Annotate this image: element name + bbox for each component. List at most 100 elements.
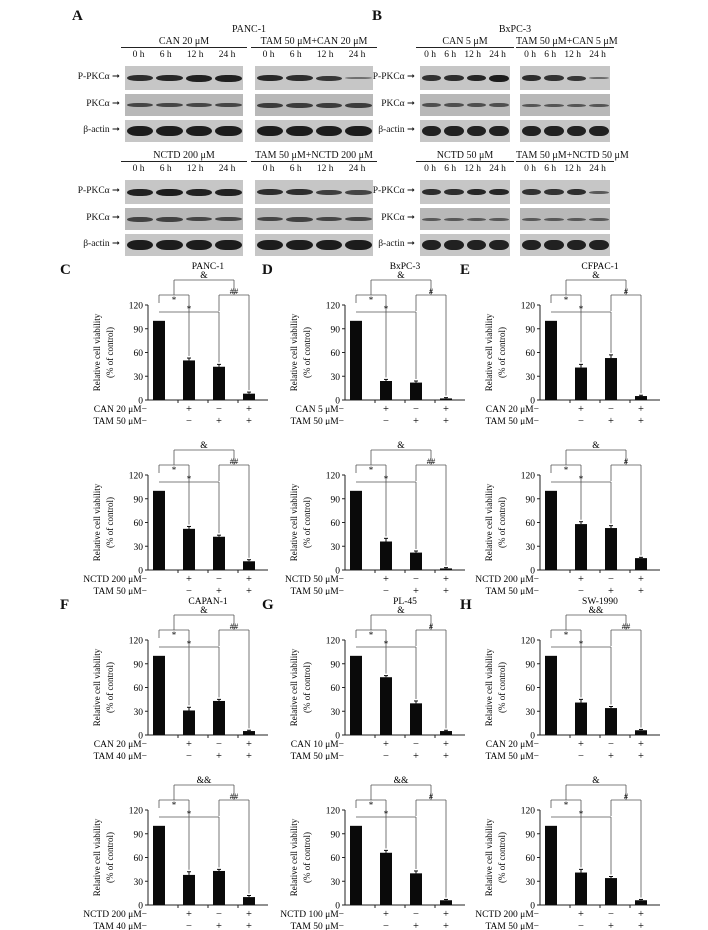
treatment-sign: + (608, 416, 614, 425)
bar (635, 558, 647, 570)
blot-band (544, 189, 564, 195)
blot-band (215, 217, 242, 221)
significance-star: * (172, 800, 177, 810)
significance-star: * (564, 630, 569, 640)
blot-band (215, 188, 242, 196)
treatment-sign: + (638, 586, 644, 595)
y-axis-label: Relative cell viability (% of control) (289, 818, 312, 896)
blot-band (156, 240, 183, 250)
panel-letter-d: D (262, 262, 273, 278)
blot-strip (255, 208, 373, 230)
blot-band (544, 103, 564, 107)
y-axis-label: Relative cell viability (% of control) (92, 483, 115, 561)
y-axis-label: Relative cell viability (% of control) (484, 313, 507, 391)
blot-band (315, 189, 342, 195)
blot-condition-label: CAN 20 μM (121, 36, 247, 48)
blot-strip (125, 180, 243, 204)
y-axis-label-line: Relative cell viability (484, 483, 494, 561)
treatment-sign: − (186, 751, 192, 760)
treatment-label: TAM 50 μM− (291, 922, 345, 930)
y-tick-label: 90 (331, 660, 341, 670)
bar (410, 382, 422, 400)
treatment-sign: − (383, 751, 389, 760)
y-tick-label: 120 (521, 472, 536, 482)
blot-band (566, 126, 586, 136)
y-axis-label-line: Relative cell viability (289, 313, 299, 391)
treatment-label: CAN 20 μM− (94, 740, 147, 750)
treatment-label: TAM 50 μM− (486, 587, 540, 595)
blot-cell-line-title: BxPC-3 (498, 24, 532, 35)
blot-band (156, 103, 183, 107)
y-tick-label: 0 (335, 902, 340, 912)
y-tick-label: 30 (134, 373, 144, 383)
y-tick-label: 60 (331, 684, 341, 694)
blot-condition-label: NCTD 200 μM (121, 150, 247, 162)
blot-band (566, 75, 586, 81)
blot-timepoints: 0 h 6 h 12 h 24 h (520, 50, 610, 60)
y-axis-label-line: Relative cell viability (289, 648, 299, 726)
blot-band (156, 75, 183, 81)
blot-band (521, 217, 541, 221)
treatment-sign: + (246, 739, 252, 750)
blot-band (286, 216, 313, 222)
bar (243, 561, 255, 570)
significance-ampersand: & (200, 441, 208, 451)
panel-letter-h: H (460, 597, 472, 613)
y-axis-label-line: (% of control) (302, 832, 312, 883)
bar (183, 528, 195, 570)
treatment-sign: + (608, 921, 614, 930)
y-tick-label: 30 (526, 878, 536, 888)
significance-star: * (369, 800, 374, 810)
treatment-sign: + (383, 574, 389, 585)
treatment-label: CAN 20 μM− (486, 740, 539, 750)
blot-strip (420, 66, 510, 90)
significance-star: * (564, 295, 569, 305)
blot-band (126, 103, 153, 107)
blot-strip (125, 208, 243, 230)
blot-band (345, 102, 372, 108)
blot-band (185, 74, 212, 82)
blot-row-label: PKCα ➞ (381, 213, 415, 223)
treatment-label: TAM 40 μM− (94, 752, 148, 760)
y-axis-label: Relative cell viability (% of control) (484, 483, 507, 561)
treatment-sign: + (443, 751, 449, 760)
significance-hash: # (429, 621, 434, 631)
y-tick-label: 30 (526, 708, 536, 718)
y-tick-label: 60 (331, 519, 341, 529)
treatment-sign: + (186, 404, 192, 415)
timepoint-label: 0 h (424, 164, 436, 174)
blot-band (521, 126, 541, 136)
blot-band (544, 75, 564, 81)
timepoint-label: 12 h (464, 164, 481, 174)
chart-title: SW-1990 (582, 597, 618, 607)
timepoint-label: 12 h (464, 50, 481, 60)
significance-star: * (384, 809, 389, 819)
blot-band (185, 126, 212, 136)
timepoint-label: 12 h (316, 164, 334, 174)
y-axis-label: Relative cell viability (% of control) (289, 483, 312, 561)
significance-star: * (369, 465, 374, 475)
bar (213, 536, 225, 570)
treatment-sign: + (383, 739, 389, 750)
significance-ampersand: && (197, 776, 212, 786)
blot-condition-label: NCTD 50 μM (416, 150, 514, 162)
blot-strip (520, 120, 610, 142)
y-axis-label-line: Relative cell viability (484, 648, 494, 726)
blot-band (185, 188, 212, 196)
treatment-sign: + (638, 416, 644, 425)
bar (213, 700, 225, 735)
blot-timepoints: 0 h 6 h 12 h 24 h (125, 50, 243, 60)
blot-strip (125, 120, 243, 142)
blot-band (421, 75, 441, 81)
blot-band (521, 240, 541, 250)
treatment-sign: − (216, 739, 222, 750)
y-axis-label-line: (% of control) (302, 497, 312, 548)
bar (153, 320, 165, 400)
blot-band (489, 103, 509, 107)
y-tick-label: 30 (526, 543, 536, 553)
significance-star: * (579, 809, 584, 819)
blot-band (286, 75, 313, 81)
blot-row-label: β-actin ➞ (83, 239, 120, 249)
treatment-sign: + (443, 574, 449, 585)
significance-hash: ## (622, 621, 631, 631)
